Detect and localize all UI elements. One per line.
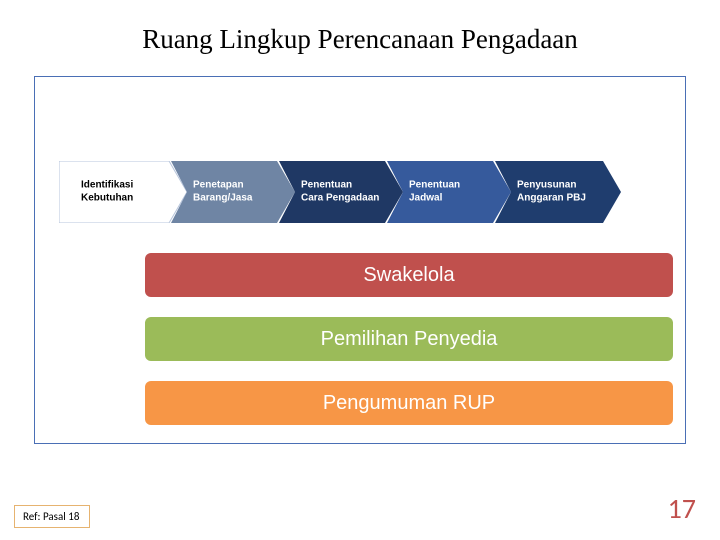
process-step-identifikasi: Identifikasi Kebutuhan — [59, 161, 187, 223]
slide-title: Ruang Lingkup Perencanaan Pengadaan — [0, 24, 720, 55]
band-label: Pengumuman RUP — [145, 392, 673, 415]
process-step-label: Penentuan Cara Pengadaan — [301, 180, 379, 205]
process-step-penetapan: Penetapan Barang/Jasa — [171, 161, 295, 223]
ref-pasal: Ref: Pasal 18 — [14, 505, 90, 528]
slide: Ruang Lingkup Perencanaan Pengadaan Iden… — [0, 0, 720, 540]
process-step-penentuan-jadwal: Penentuan Jadwal — [387, 161, 511, 223]
band-pemilihan: Pemilihan Penyedia — [145, 317, 673, 361]
process-step-label: Penetapan Barang/Jasa — [193, 180, 252, 205]
process-step-label: Identifikasi Kebutuhan — [81, 180, 133, 205]
process-row: Identifikasi Kebutuhan Penetapan Barang/J… — [59, 161, 661, 223]
process-step-label: Penentuan Jadwal — [409, 180, 460, 205]
band-label: Pemilihan Penyedia — [145, 328, 673, 351]
band-pengumuman: Pengumuman RUP — [145, 381, 673, 425]
band-swakelola: Swakelola — [145, 253, 673, 297]
process-step-label: Penyusunan Anggaran PBJ — [517, 180, 586, 205]
process-step-penyusunan: Penyusunan Anggaran PBJ — [495, 161, 621, 223]
band-label: Swakelola — [145, 264, 673, 287]
process-step-penentuan-cara: Penentuan Cara Pengadaan — [279, 161, 403, 223]
content-frame: Identifikasi Kebutuhan Penetapan Barang/J… — [34, 76, 686, 444]
page-number: 17 — [668, 491, 696, 526]
